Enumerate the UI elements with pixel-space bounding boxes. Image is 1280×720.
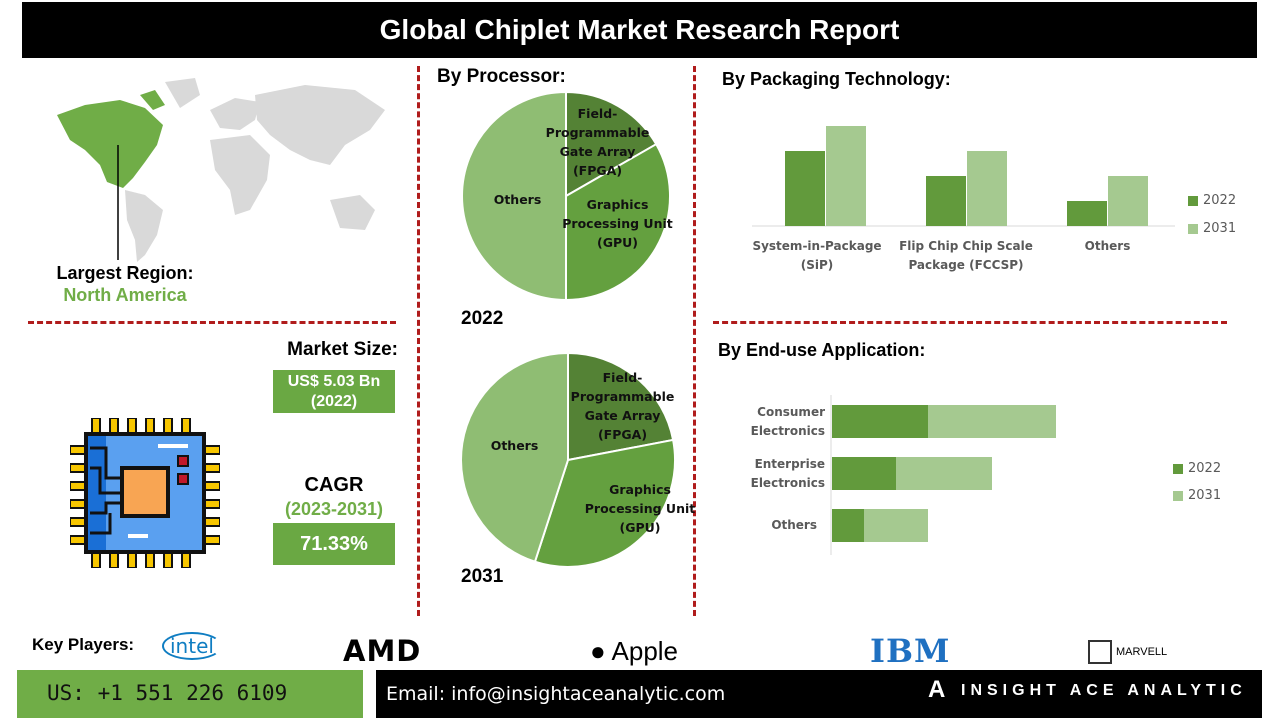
pie-2031-label-others: Others (490, 438, 539, 453)
pkg-bar-2022 (926, 176, 966, 226)
marvell-icon (1088, 640, 1112, 664)
title-bar: Global Chiplet Market Research Report (22, 2, 1257, 58)
enduse-bar-2022 (832, 405, 928, 438)
pkg-cat-label: Others (1084, 239, 1131, 253)
north-america-region (57, 90, 165, 188)
greenland (165, 78, 200, 108)
enduse-bar-2031 (896, 457, 992, 490)
enduse-legend-2031: 2031 (1173, 488, 1221, 503)
enduse-cat-label: Others (771, 518, 817, 532)
pkg-cat-label: System-in-Package (SiP) (752, 239, 882, 272)
australia (330, 195, 375, 230)
divider (693, 66, 696, 616)
divider (28, 321, 396, 324)
page-title: Global Chiplet Market Research Report (379, 14, 900, 45)
africa (210, 135, 270, 215)
market-size-box: US$ 5.03 Bn (2022) (273, 370, 395, 413)
email-contact[interactable]: Email: info@insightaceanalytic.com (386, 683, 726, 705)
pkg-legend-2031: 2031 (1188, 221, 1236, 236)
enduse-bar-2022 (832, 509, 864, 542)
chip-icon (70, 418, 220, 568)
pie-2022-label-gpu: Graphics Processing Unit (GPU) (562, 197, 673, 250)
pie-2022-label-fpga: Field-Programmable Gate Array (FPGA) (545, 106, 650, 178)
enduse-bar-2031 (864, 509, 928, 542)
market-size-label: Market Size: (287, 339, 398, 360)
pie-2022-slice-others (461, 90, 567, 302)
pie-2022-slice-fpga (565, 90, 658, 198)
pkg-legend-2022: 2022 (1188, 193, 1236, 208)
asia (255, 85, 385, 165)
largest-region-value: North America (63, 285, 187, 305)
enduse-title: By End-use Application: (718, 340, 926, 360)
cagr-label: CAGR (304, 474, 364, 496)
pkg-bar-2022 (1067, 201, 1107, 226)
world-map (57, 78, 385, 262)
enduse-bar-2022 (832, 457, 896, 490)
footer-bar: Email: info@insightaceanalytic.com A INS… (376, 670, 1262, 718)
ibm-logo: IBM (870, 632, 951, 670)
pie-2022-slice-gpu (565, 142, 671, 302)
largest-region-label: Largest Region: (56, 263, 194, 283)
enduse-legend-2022: 2022 (1173, 461, 1221, 476)
packaging-title: By Packaging Technology: (722, 69, 951, 89)
pie-2031-caption: 2031 (461, 566, 504, 587)
key-players-label: Key Players: (32, 635, 135, 654)
enduse-cat-label: Enterprise Electronics (750, 457, 825, 490)
intel-logo: intel (162, 632, 222, 660)
south-america (125, 190, 163, 262)
europe (210, 98, 260, 130)
pkg-bar-2031 (1108, 176, 1148, 226)
divider (417, 66, 420, 616)
brand-name: INSIGHT ACE ANALYTIC (961, 682, 1247, 699)
enduse-cat-label: Consumer Electronics (750, 405, 825, 438)
pkg-bar-2031 (826, 126, 866, 226)
pie-2022-label-others: Others (493, 192, 542, 207)
market-size-value: US$ 5.03 Bn (287, 373, 381, 390)
pie-2031-slice-gpu (533, 438, 676, 568)
brand-logo-icon: A (928, 676, 946, 703)
market-size-year: (2022) (310, 393, 358, 410)
pie-2031-slice-fpga (567, 351, 675, 462)
divider (713, 321, 1227, 324)
cagr-period: (2023-2031) (284, 499, 384, 519)
pkg-cat-label: Flip Chip Chip Scale Package (FCCSP) (899, 239, 1033, 272)
packaging-chart (752, 126, 1175, 227)
cagr-value: 71.33% (273, 523, 395, 565)
pie-2022-caption: 2022 (461, 308, 504, 329)
pkg-bar-2022 (785, 151, 825, 226)
amd-logo: AMD (343, 634, 422, 668)
enduse-bar-2031 (928, 405, 1056, 438)
processor-title: By Processor: (437, 66, 566, 87)
processor-pies (460, 90, 676, 568)
pkg-bar-2031 (967, 151, 1007, 226)
apple-logo: ● Apple (590, 636, 679, 666)
pie-2031-label-fpga: Field-Programmable Gate Array (FPGA) (570, 370, 675, 442)
apple-icon: ● (590, 636, 606, 666)
pie-2031-slice-others (460, 351, 569, 564)
pie-2031-label-gpu: Graphics Processing Unit (GPU) (584, 482, 696, 535)
enduse-chart (830, 395, 1056, 555)
marvell-logo: MARVELL (1088, 640, 1167, 664)
phone-contact[interactable]: US: +1 551 226 6109 (17, 670, 363, 718)
